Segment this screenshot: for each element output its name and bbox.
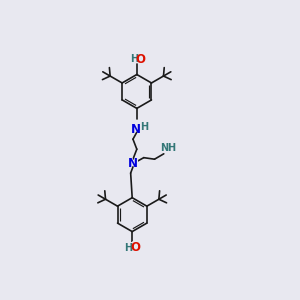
- Text: N: N: [131, 123, 141, 136]
- Text: O: O: [129, 240, 142, 255]
- Text: N: N: [159, 141, 170, 154]
- Text: N: N: [127, 155, 139, 170]
- Text: N: N: [160, 143, 169, 153]
- Text: N: N: [128, 157, 138, 169]
- Text: H: H: [130, 54, 138, 64]
- Text: H: H: [139, 120, 149, 134]
- Text: O: O: [130, 241, 140, 254]
- Text: N: N: [130, 122, 142, 137]
- Text: H: H: [124, 243, 132, 253]
- Text: H: H: [140, 122, 148, 132]
- Text: H: H: [166, 141, 176, 154]
- Text: O: O: [136, 52, 146, 66]
- Text: H: H: [123, 241, 134, 254]
- Text: H: H: [128, 52, 139, 66]
- Text: H: H: [167, 143, 175, 153]
- Text: O: O: [134, 52, 147, 67]
